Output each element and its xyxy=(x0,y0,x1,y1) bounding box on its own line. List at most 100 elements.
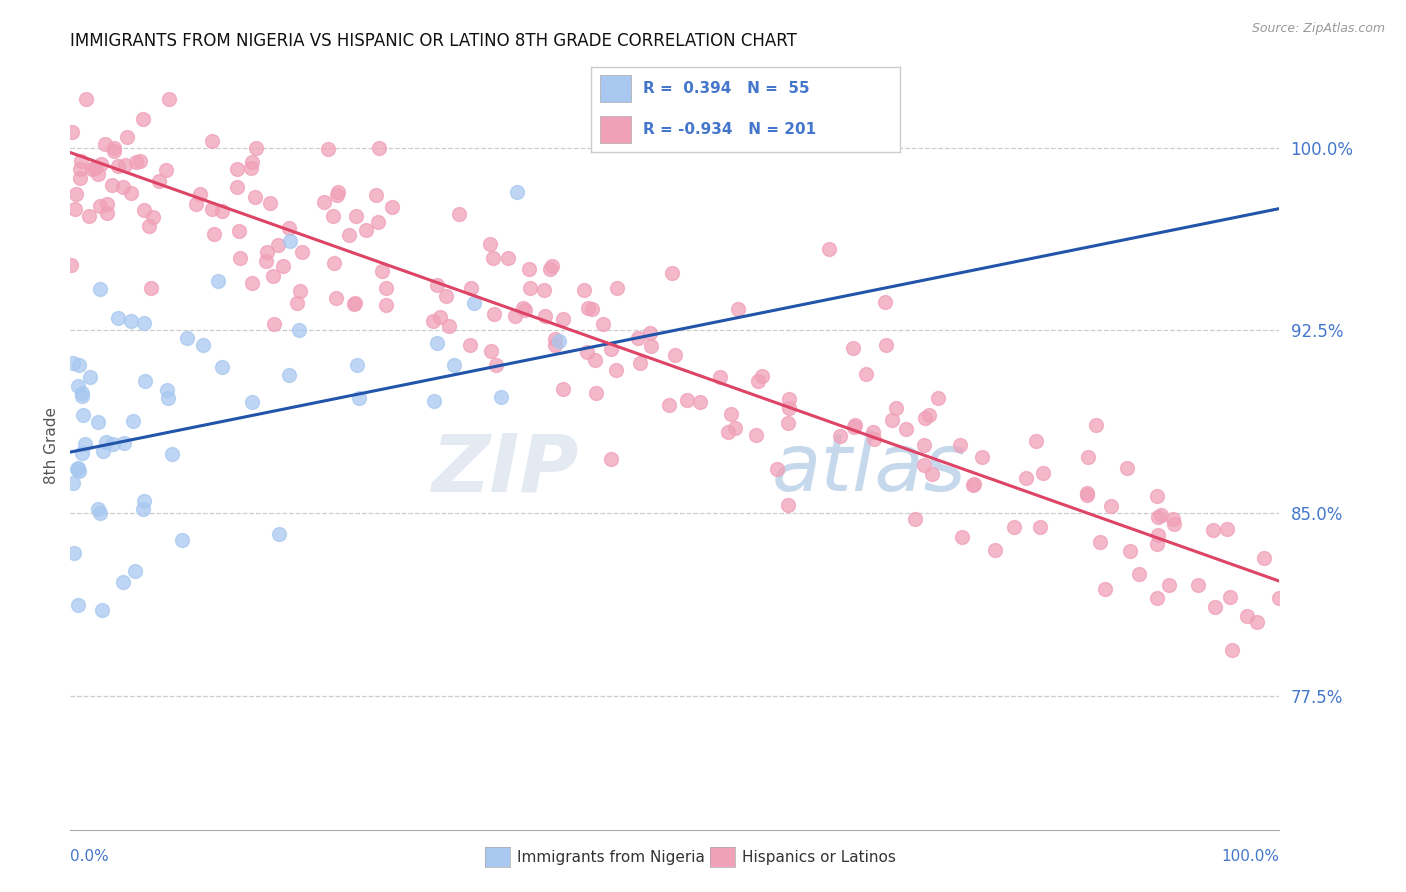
Point xyxy=(818,243,841,257)
Point xyxy=(368,140,391,154)
Point xyxy=(1236,609,1258,624)
Point xyxy=(658,398,681,412)
Point xyxy=(880,413,903,427)
Point xyxy=(605,363,627,377)
Point xyxy=(950,530,973,544)
Point xyxy=(87,167,110,181)
Point xyxy=(62,356,84,370)
Point xyxy=(134,375,156,389)
Point xyxy=(1076,488,1098,502)
Point xyxy=(291,244,314,259)
Point xyxy=(875,337,897,351)
Point xyxy=(125,154,148,169)
Point xyxy=(103,141,125,155)
Point xyxy=(628,356,651,370)
Point xyxy=(184,197,207,211)
Point xyxy=(66,378,89,392)
Point xyxy=(325,291,347,305)
Point xyxy=(581,302,603,317)
Point xyxy=(437,319,460,334)
Point xyxy=(132,493,155,508)
Point xyxy=(1146,490,1168,504)
Y-axis label: 8th Grade: 8th Grade xyxy=(44,408,59,484)
Point xyxy=(354,223,377,237)
Point xyxy=(96,205,118,219)
Point xyxy=(426,335,449,350)
Point xyxy=(242,276,264,290)
Text: atlas: atlas xyxy=(772,430,966,508)
Point xyxy=(429,310,451,324)
Point xyxy=(903,512,925,526)
Point xyxy=(482,307,505,321)
Point xyxy=(346,359,368,373)
Point xyxy=(914,411,936,425)
Point xyxy=(1246,615,1268,629)
Point xyxy=(66,462,89,476)
Point xyxy=(70,446,93,460)
Point xyxy=(842,420,865,434)
Point xyxy=(160,447,183,461)
Point xyxy=(277,221,299,235)
Point xyxy=(202,227,225,241)
Text: 100.0%: 100.0% xyxy=(1222,849,1279,864)
Point xyxy=(111,575,134,590)
Point xyxy=(229,251,252,265)
Point xyxy=(84,161,107,176)
Point xyxy=(1219,591,1241,605)
Point xyxy=(1150,508,1173,522)
Point xyxy=(371,263,394,277)
Point xyxy=(124,565,146,579)
Text: R =  0.394   N =  55: R = 0.394 N = 55 xyxy=(643,81,810,96)
Point xyxy=(627,331,650,345)
Point xyxy=(90,157,112,171)
Point xyxy=(541,260,564,274)
Point xyxy=(240,155,263,169)
Point xyxy=(1202,523,1225,537)
Point xyxy=(157,391,180,405)
Point xyxy=(211,359,233,374)
Point xyxy=(828,429,851,443)
Point xyxy=(132,202,155,217)
Point xyxy=(548,334,571,349)
Point xyxy=(96,197,118,211)
Point xyxy=(496,251,519,265)
Point xyxy=(94,435,117,450)
Point xyxy=(69,162,91,177)
Text: Hispanics or Latinos: Hispanics or Latinos xyxy=(742,850,896,864)
Point xyxy=(70,154,93,169)
Point xyxy=(1220,642,1243,657)
Point xyxy=(111,179,134,194)
Point xyxy=(322,209,344,223)
FancyBboxPatch shape xyxy=(600,116,631,143)
Point xyxy=(1253,550,1275,565)
Point xyxy=(434,288,457,302)
Point xyxy=(323,256,346,270)
Point xyxy=(572,283,595,297)
Point xyxy=(912,458,935,472)
Point xyxy=(962,478,984,492)
Point xyxy=(89,506,111,520)
Point xyxy=(107,310,129,325)
Point xyxy=(1215,522,1237,536)
Point xyxy=(101,178,124,192)
Point xyxy=(519,280,541,294)
Point xyxy=(745,428,768,442)
Point xyxy=(489,390,512,404)
Point xyxy=(551,312,574,326)
Point xyxy=(155,162,177,177)
Point xyxy=(131,112,153,126)
FancyBboxPatch shape xyxy=(600,76,631,103)
Point xyxy=(912,438,935,452)
Point xyxy=(638,326,661,340)
Point xyxy=(1268,591,1291,606)
Point xyxy=(544,338,567,352)
Point xyxy=(515,302,537,317)
Point xyxy=(422,314,444,328)
Point xyxy=(1128,567,1150,582)
Point xyxy=(65,186,87,201)
Point xyxy=(75,92,97,106)
Point xyxy=(844,418,866,433)
Point xyxy=(328,186,350,200)
Point xyxy=(1028,520,1050,534)
Point xyxy=(855,367,877,381)
